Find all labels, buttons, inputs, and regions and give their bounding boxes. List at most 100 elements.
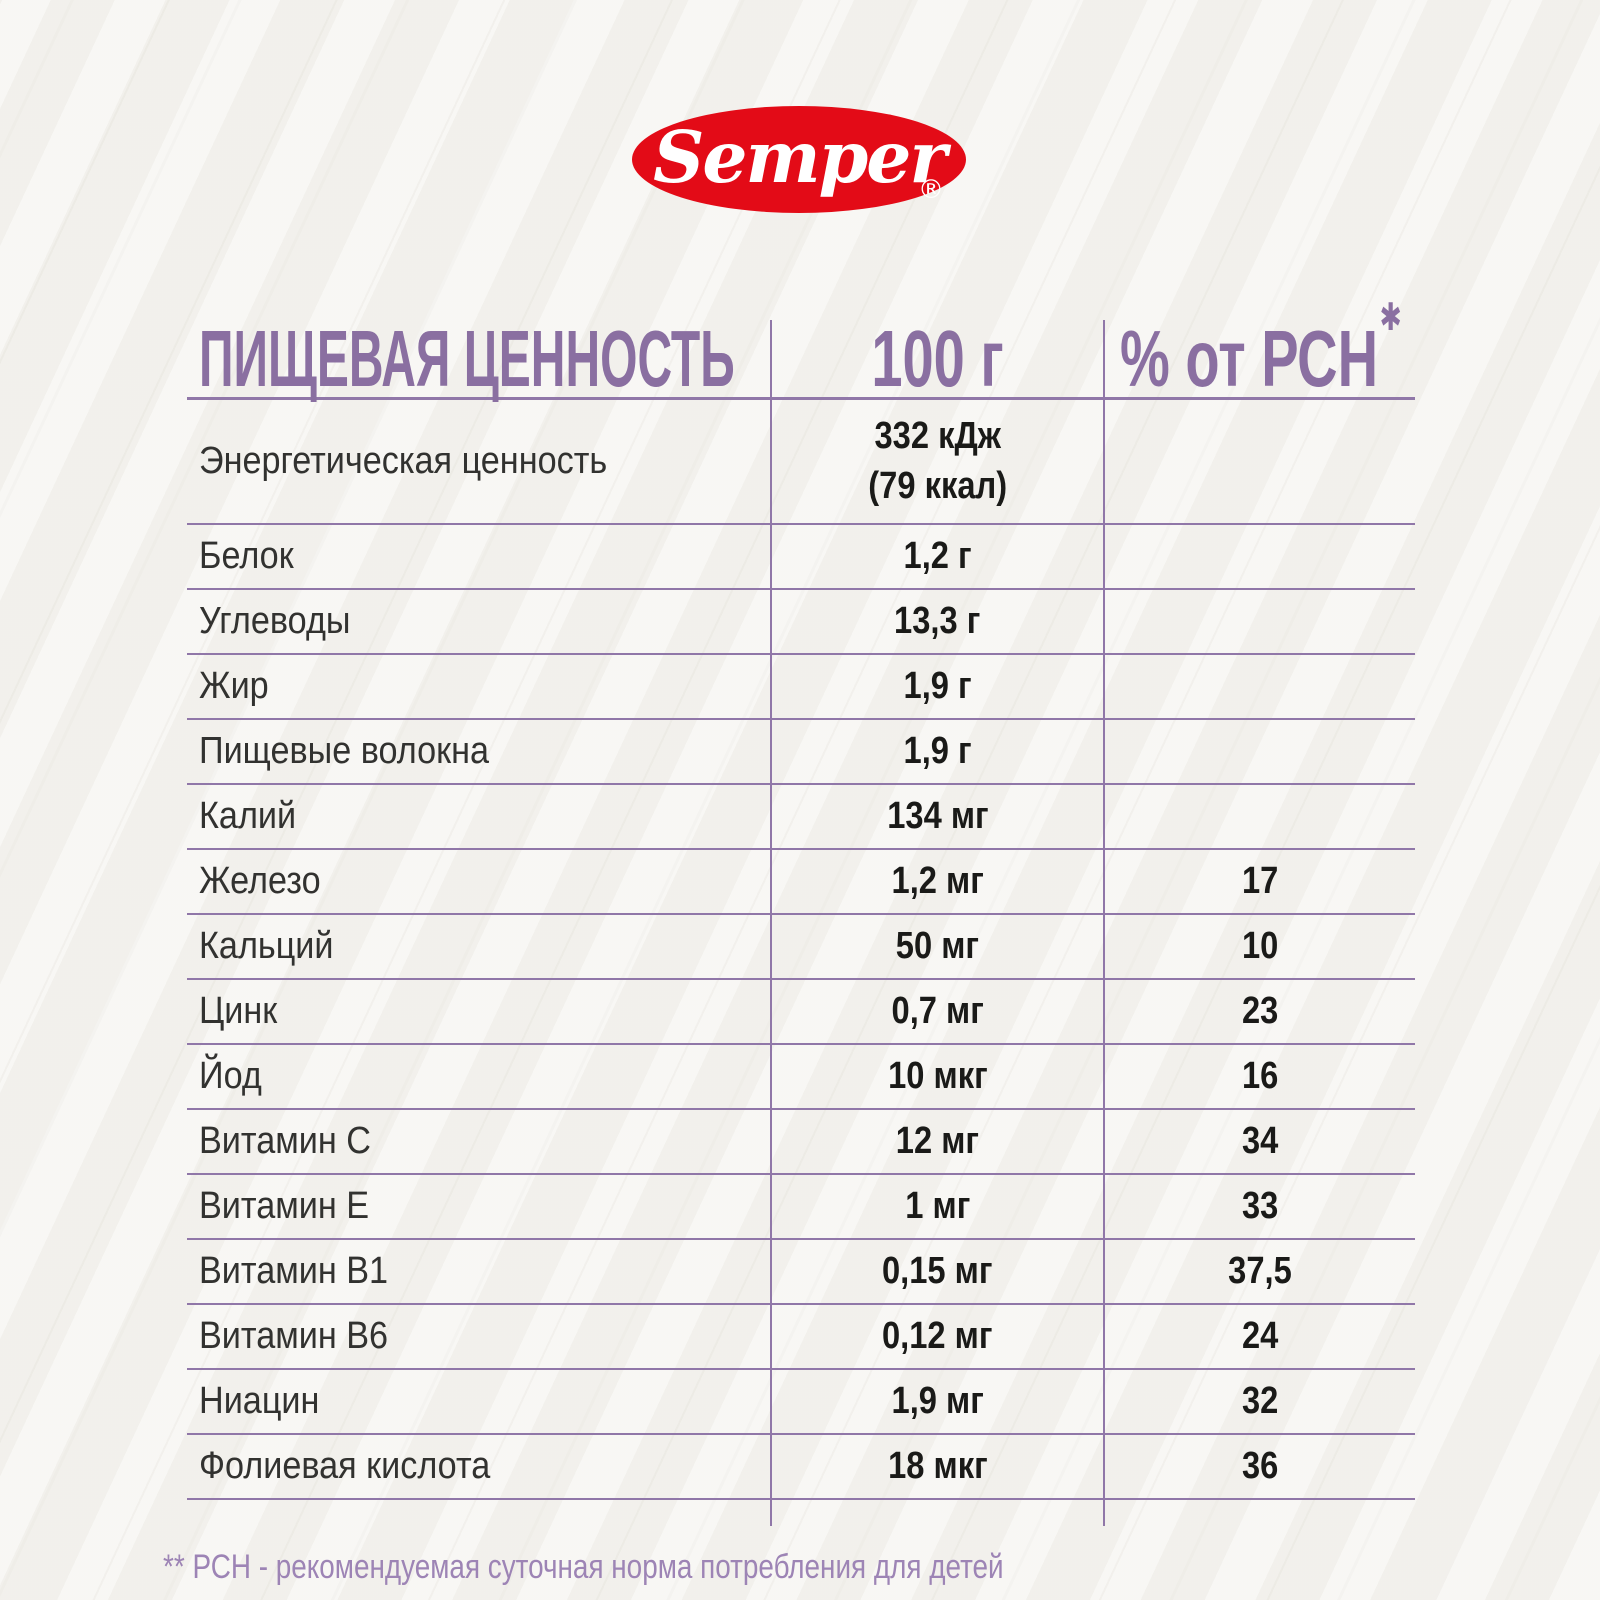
nutrient-value: 332 кДж (79 ккал) xyxy=(868,412,1007,511)
nutrient-pct: 37,5 xyxy=(1228,1249,1292,1292)
nutrient-value-cell: 10 мкг xyxy=(770,1045,1103,1110)
nutrient-value-cell: 50 мг xyxy=(770,915,1103,980)
footnote: ** РСН - рекомендуемая суточная норма по… xyxy=(163,1548,1004,1586)
nutrient-value: 10 мкг xyxy=(887,1054,988,1097)
nutrient-value-cell: 134 мг xyxy=(770,785,1103,850)
nutrient-pct-cell: 34 xyxy=(1103,1110,1415,1175)
nutrient-name-cell: Белок xyxy=(187,525,770,590)
table-header-nutrition-label: ПИЩЕВАЯ ЦЕННОСТЬ xyxy=(199,313,735,403)
nutrient-value-cell: 332 кДж (79 ккал) xyxy=(770,400,1103,525)
nutrient-value-line1: 332 кДж xyxy=(874,415,1001,458)
nutrient-name: Кальций xyxy=(199,924,334,967)
nutrient-name: Цинк xyxy=(199,989,278,1032)
nutrient-name: Йод xyxy=(199,1054,262,1097)
nutrient-value-cell: 1 мг xyxy=(770,1175,1103,1240)
nutrient-name-cell: Кальций xyxy=(187,915,770,980)
nutrient-value-cell: 1,9 г xyxy=(770,655,1103,720)
nutrient-pct-cell: 33 xyxy=(1103,1175,1415,1240)
asterisk-icon: ✱ xyxy=(1379,296,1402,339)
nutrient-value: 1 мг xyxy=(904,1184,971,1227)
table-header-pct-rdi: % от РСН✱ xyxy=(1103,299,1415,400)
nutrient-value-cell: 0,15 мг xyxy=(770,1240,1103,1305)
nutrient-name: Углеводы xyxy=(199,599,351,642)
nutrient-pct: 36 xyxy=(1241,1444,1279,1487)
table-header-pct-rdi-label: % от РСН✱ xyxy=(1120,299,1402,399)
nutrient-value: 13,3 г xyxy=(894,599,981,642)
nutrient-value: 12 мг xyxy=(895,1119,980,1162)
nutrient-value-cell: 0,7 мг xyxy=(770,980,1103,1045)
table-header-nutrition: ПИЩЕВАЯ ЦЕННОСТЬ xyxy=(187,313,770,403)
nutrient-name-cell: Жир xyxy=(187,655,770,720)
table-header-per-100g: 100 г xyxy=(770,318,1103,400)
nutrient-name: Витамин B6 xyxy=(199,1314,389,1357)
nutrient-name-cell: Витамин C xyxy=(187,1110,770,1175)
nutrient-value-cell: 1,9 мг xyxy=(770,1370,1103,1435)
nutrient-value: 50 мг xyxy=(895,924,980,967)
nutrient-pct-cell xyxy=(1103,785,1415,850)
nutrient-name-cell: Пищевые волокна xyxy=(187,720,770,785)
nutrient-pct: 16 xyxy=(1241,1054,1279,1097)
nutrient-pct-cell: 16 xyxy=(1103,1045,1415,1110)
nutrient-value: 18 мкг xyxy=(887,1444,988,1487)
nutrient-name: Белок xyxy=(199,534,294,577)
nutrient-name: Витамин C xyxy=(199,1119,371,1162)
nutrient-name-cell: Витамин B6 xyxy=(187,1305,770,1370)
nutrient-value: 1,2 г xyxy=(903,534,972,577)
table-bottom-spacer xyxy=(187,1500,770,1526)
nutrient-value: 0,15 мг xyxy=(882,1249,993,1292)
registered-trademark-icon: ® xyxy=(918,175,944,205)
nutrient-value-cell: 13,3 г xyxy=(770,590,1103,655)
nutrient-name-cell: Железо xyxy=(187,850,770,915)
nutrient-pct-cell xyxy=(1103,720,1415,785)
nutrient-pct: 17 xyxy=(1241,859,1279,902)
nutrient-pct: 32 xyxy=(1241,1379,1279,1422)
nutrient-pct-cell xyxy=(1103,525,1415,590)
nutrient-pct-cell xyxy=(1103,400,1415,525)
nutrient-value: 1,9 г xyxy=(903,664,972,707)
nutrient-pct-cell: 37,5 xyxy=(1103,1240,1415,1305)
table-bottom-spacer xyxy=(1103,1500,1415,1526)
nutrient-name: Ниацин xyxy=(199,1379,320,1422)
table-bottom-spacer xyxy=(770,1500,1103,1526)
nutrient-value-cell: 12 мг xyxy=(770,1110,1103,1175)
semper-logo-text: Semper xyxy=(653,114,947,199)
nutrient-value: 1,9 мг xyxy=(891,1379,984,1422)
nutrient-value-cell: 1,2 мг xyxy=(770,850,1103,915)
semper-logo: Semper ® xyxy=(632,106,966,213)
nutrient-value-cell: 1,2 г xyxy=(770,525,1103,590)
nutrient-name: Железо xyxy=(199,859,321,902)
nutrition-table: ПИЩЕВАЯ ЦЕННОСТЬ 100 г % от РСН✱ Энергет… xyxy=(187,299,1415,1526)
nutrient-pct: 24 xyxy=(1241,1314,1279,1357)
nutrient-value: 0,12 мг xyxy=(882,1314,993,1357)
nutrient-pct-cell: 10 xyxy=(1103,915,1415,980)
nutrient-pct-cell: 36 xyxy=(1103,1435,1415,1500)
nutrient-name-cell: Витамин E xyxy=(187,1175,770,1240)
nutrient-value: 1,2 мг xyxy=(891,859,984,902)
nutrient-pct-cell xyxy=(1103,655,1415,720)
nutrient-name: Энергетическая ценность xyxy=(199,439,608,482)
pct-rdi-text: % от РСН xyxy=(1119,313,1378,403)
nutrient-name: Витамин B1 xyxy=(199,1249,389,1292)
nutrient-pct-cell: 24 xyxy=(1103,1305,1415,1370)
nutrient-name-cell: Ниацин xyxy=(187,1370,770,1435)
nutrient-name: Фолиевая кислота xyxy=(199,1444,491,1487)
nutrient-value: 1,9 г xyxy=(903,729,972,772)
nutrient-pct-cell: 17 xyxy=(1103,850,1415,915)
nutrient-name: Жир xyxy=(199,664,269,707)
nutrient-name: Калий xyxy=(199,794,297,837)
nutrient-pct-cell xyxy=(1103,590,1415,655)
nutrient-pct: 10 xyxy=(1241,924,1279,967)
nutrient-value: 134 мг xyxy=(886,794,989,837)
nutrient-name-cell: Витамин B1 xyxy=(187,1240,770,1305)
nutrient-name-cell: Энергетическая ценность xyxy=(187,400,770,525)
nutrient-pct-cell: 23 xyxy=(1103,980,1415,1045)
nutrient-name-cell: Углеводы xyxy=(187,590,770,655)
nutrient-name-cell: Калий xyxy=(187,785,770,850)
nutrient-value-cell: 1,9 г xyxy=(770,720,1103,785)
nutrient-value-line2: (79 ккал) xyxy=(868,464,1007,507)
nutrient-name-cell: Цинк xyxy=(187,980,770,1045)
nutrient-name: Витамин E xyxy=(199,1184,370,1227)
nutrient-name-cell: Йод xyxy=(187,1045,770,1110)
nutrient-value-cell: 0,12 мг xyxy=(770,1305,1103,1370)
